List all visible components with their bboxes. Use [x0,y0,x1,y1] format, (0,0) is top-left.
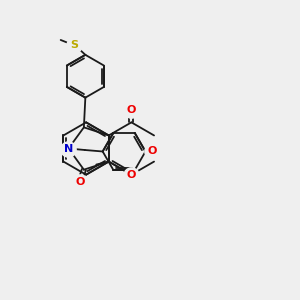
Text: S: S [70,40,78,50]
Text: N: N [64,143,73,154]
Text: O: O [127,105,136,115]
Text: O: O [75,176,85,187]
Text: O: O [127,170,136,180]
Text: O: O [147,146,157,157]
